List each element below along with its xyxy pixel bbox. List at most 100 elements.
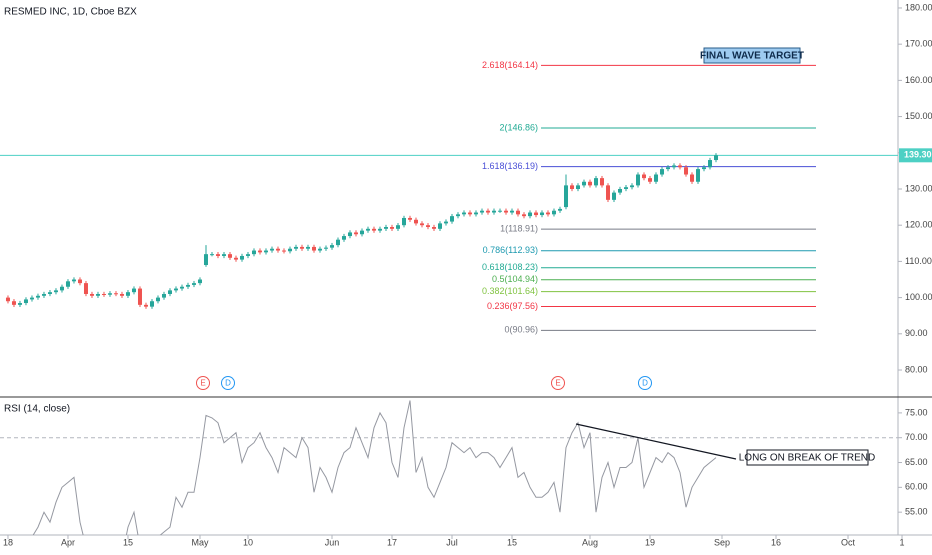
event-marker	[638, 376, 652, 390]
y-tick-label: 110.00	[905, 256, 932, 266]
candle-body	[708, 160, 713, 168]
candle-body	[594, 178, 599, 186]
candle-body	[323, 247, 328, 249]
candle-body	[450, 216, 455, 222]
y-tick-label: 160.00	[905, 75, 932, 85]
candle-body	[59, 286, 64, 291]
chart-title: RESMED INC, 1D, Cboe BZX	[4, 7, 137, 18]
candle-body	[425, 225, 430, 228]
candle-body	[582, 181, 587, 186]
event-label: E	[555, 379, 560, 388]
candle-body	[624, 187, 629, 189]
candle-body	[305, 246, 310, 249]
y-tick-label: 180.00	[905, 2, 932, 12]
candle-body	[251, 250, 256, 255]
candle-body	[486, 210, 491, 213]
candle-body	[173, 288, 178, 291]
candle-body	[263, 250, 268, 253]
fib-label: 1(118.91)	[500, 224, 538, 234]
candle-body	[552, 210, 557, 215]
candle-body	[546, 212, 551, 215]
candle-body	[443, 221, 448, 224]
event-marker	[551, 376, 565, 390]
candle-body	[227, 254, 232, 258]
candle-body	[516, 210, 521, 215]
candle-body	[167, 290, 172, 294]
candle-body	[347, 232, 352, 237]
x-tick-label: 15	[123, 537, 133, 547]
candle-body	[53, 290, 58, 293]
candle-body	[113, 293, 118, 295]
candle-body	[197, 279, 202, 284]
event-marker	[221, 376, 235, 390]
fib-label: 0.5(104.94)	[492, 274, 538, 284]
candle-body	[161, 293, 166, 298]
candle-body	[570, 185, 575, 189]
event-label: D	[225, 379, 231, 388]
rsi-pane	[0, 400, 898, 535]
candle-body	[329, 245, 334, 248]
candle-body	[149, 301, 154, 307]
candle-body	[353, 232, 358, 235]
candle-body	[335, 239, 340, 246]
candle-body	[660, 169, 665, 175]
annotation: FINAL WAVE TARGET	[700, 51, 804, 62]
candle-body	[666, 167, 671, 170]
y-tick-label: 70.00	[905, 432, 928, 442]
candle-body	[431, 227, 436, 229]
x-tick-label: Sep	[714, 537, 730, 547]
candle-body	[522, 214, 527, 217]
candle-body	[498, 210, 503, 212]
candle-body	[558, 208, 563, 211]
candle-body	[371, 228, 376, 231]
candle-body	[89, 293, 94, 296]
candle-body	[654, 174, 659, 182]
fib-label: 2(146.86)	[499, 122, 538, 132]
x-tick-label: 17	[387, 537, 397, 547]
candle-body	[77, 279, 82, 284]
candle-body	[95, 293, 100, 296]
candle-body	[245, 254, 250, 256]
candle-body	[648, 178, 653, 182]
candle-body	[401, 217, 406, 226]
candle-body	[437, 223, 442, 229]
candle-body	[714, 155, 719, 161]
candle-body	[672, 165, 677, 168]
candle-body	[209, 254, 214, 256]
fib-label: 0(90.96)	[504, 325, 538, 335]
event-label: D	[642, 379, 648, 388]
candle-body	[47, 292, 52, 294]
rsi-line	[32, 400, 717, 535]
candle-body	[630, 185, 635, 188]
candle-body	[311, 246, 316, 251]
y-tick-label: 90.00	[905, 328, 928, 338]
candle-body	[41, 293, 46, 296]
candle-body	[215, 254, 220, 256]
last-price-label: 139.30	[904, 150, 932, 160]
x-tick-label: May	[191, 537, 209, 547]
candle-body	[419, 223, 424, 226]
x-tick-label: 19	[645, 537, 655, 547]
candle-body	[407, 217, 412, 220]
y-tick-label: 60.00	[905, 482, 928, 492]
x-tick-label: 1	[900, 537, 905, 547]
candle-body	[588, 181, 593, 186]
candle-body	[359, 230, 364, 235]
candle-body	[17, 303, 22, 305]
candle-body	[492, 210, 497, 213]
annotation-box	[746, 449, 869, 466]
x-tick-label: 10	[243, 537, 253, 547]
candle-body	[540, 212, 545, 216]
candle-body	[11, 301, 16, 305]
candle-body	[137, 288, 142, 305]
y-tick-label: 130.00	[905, 183, 932, 193]
candle-body	[642, 174, 647, 179]
candle-body	[101, 293, 106, 295]
candle-body	[23, 299, 28, 304]
candle-body	[131, 288, 136, 293]
candle-body	[191, 283, 196, 285]
candle-body	[702, 167, 707, 170]
fib-label: 2.618(164.14)	[482, 60, 538, 70]
